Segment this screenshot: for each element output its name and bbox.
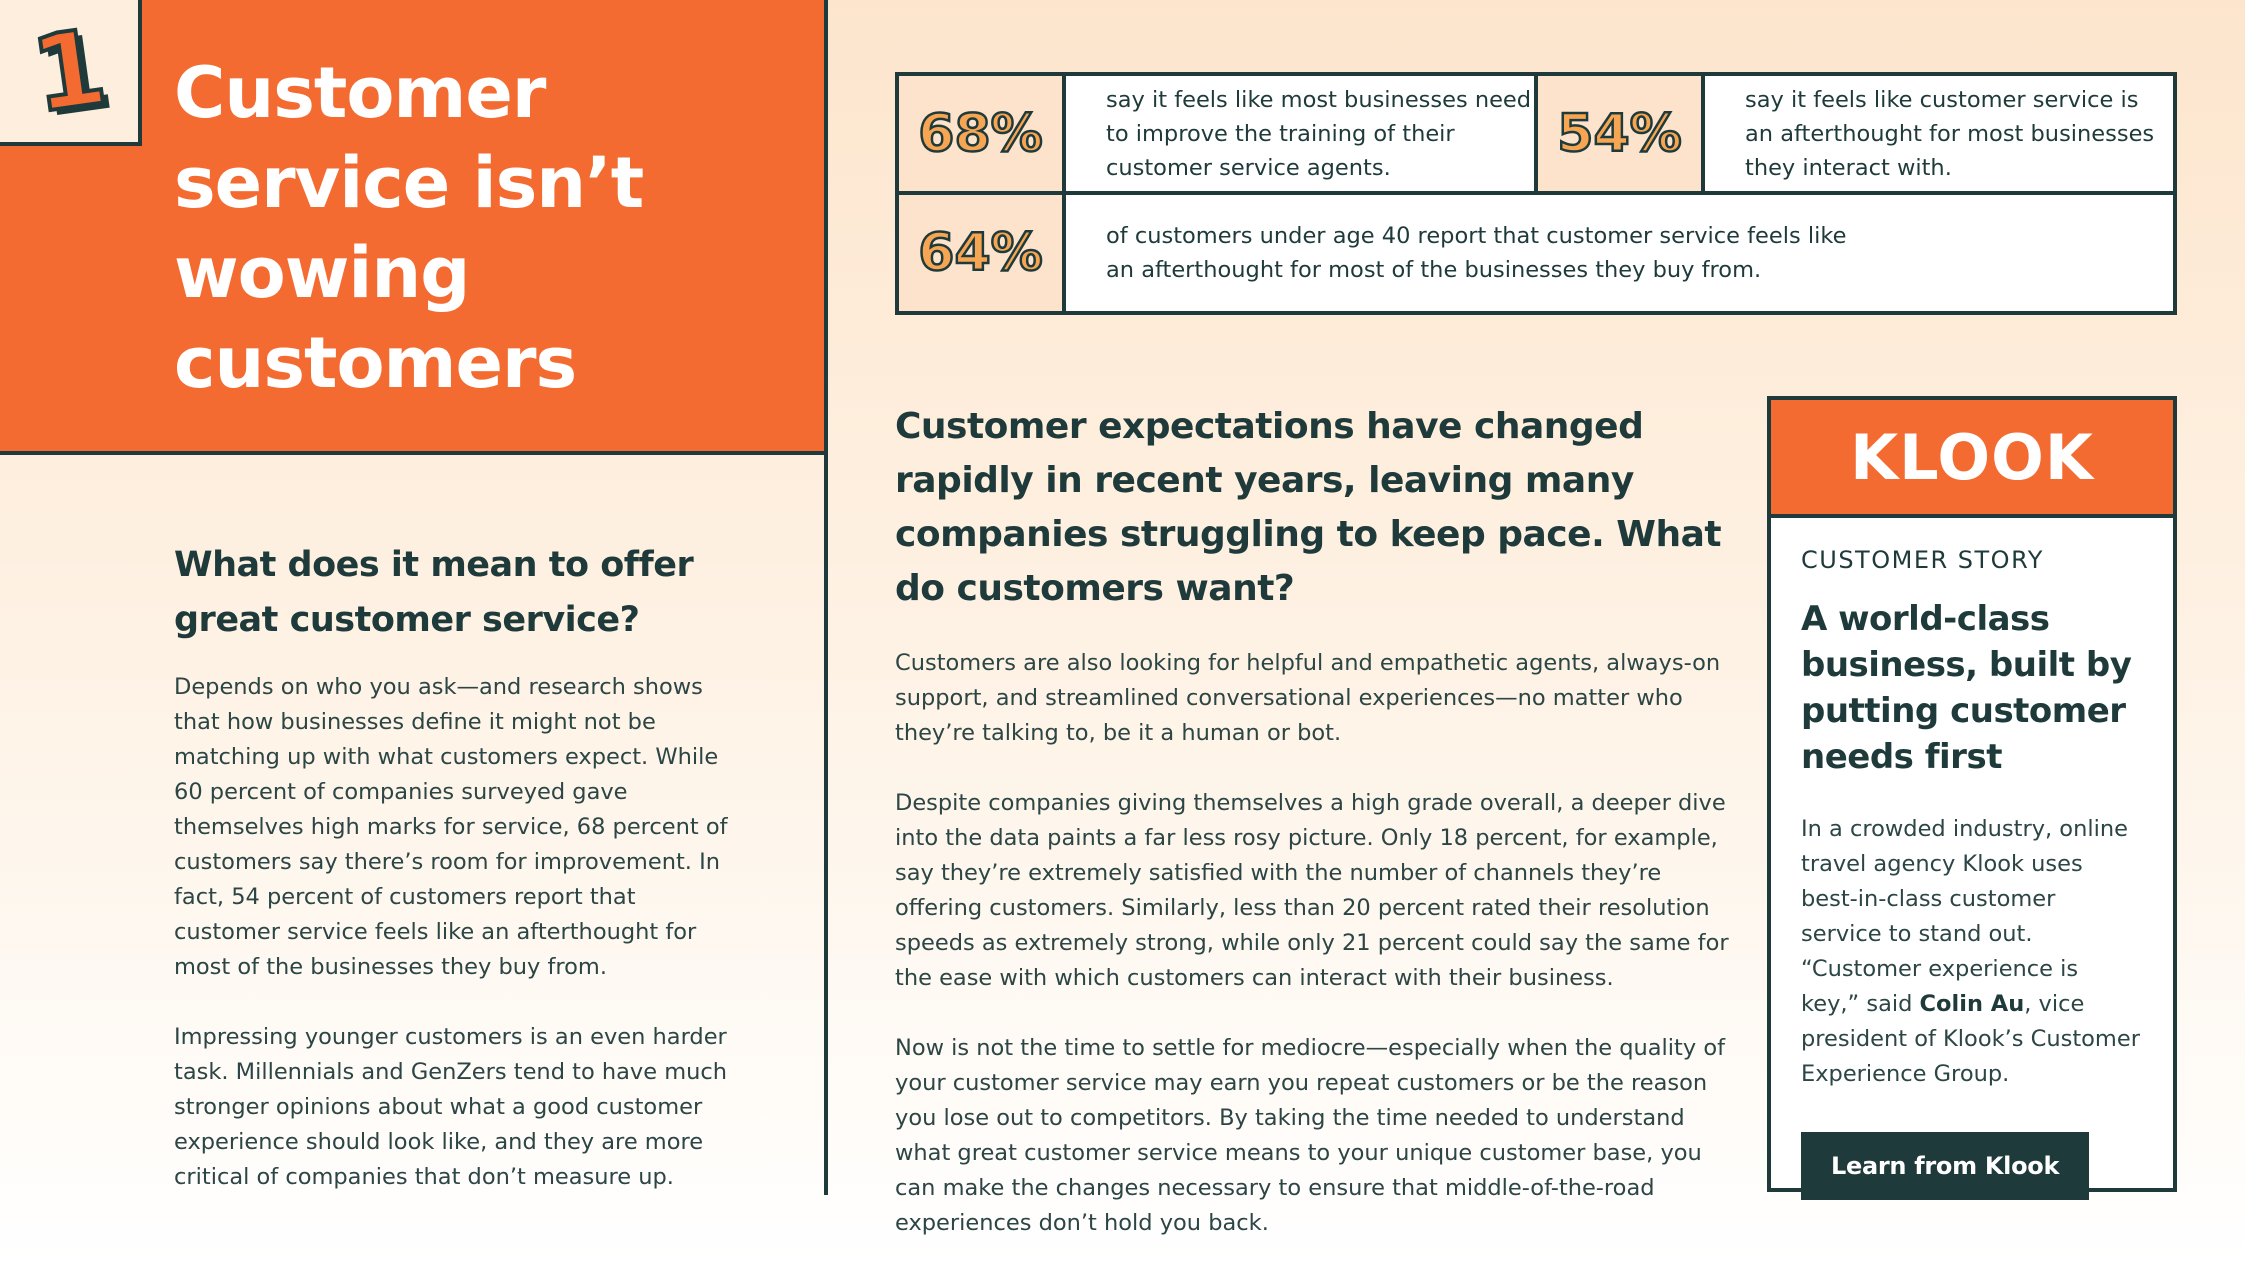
stat-text: say it feels like customer service is an… <box>1745 86 2155 181</box>
card-title: A world-class business, built by putting… <box>1801 599 2132 777</box>
stat-value-cell: 64% <box>899 195 1066 311</box>
stat-text: of customers under age 40 report that cu… <box>1106 223 1847 283</box>
stats-table: 68% say it feels like most businesses ne… <box>895 72 2177 315</box>
card-text: In a crowded industry, online travel age… <box>1801 812 2143 1092</box>
card-label: CUSTOMER STORY <box>1801 546 2044 574</box>
middle-column: Customer expectations have changed rapid… <box>895 400 1735 1241</box>
left-paragraph-1: Depends on who you ask—and research show… <box>174 674 728 980</box>
section-number-badge: 1 <box>0 0 142 146</box>
stat-value: 54% <box>1556 102 1683 165</box>
card-text-after: , vice president of Klook’s Customer Exp… <box>1801 991 2140 1087</box>
customer-story-card: KLOOK CUSTOMER STORY A world-class busin… <box>1767 396 2177 1200</box>
column-divider <box>824 455 828 1195</box>
left-paragraph-2: Impressing younger customers is an even … <box>174 1024 728 1190</box>
klook-logo: KLOOK <box>1850 420 2094 494</box>
middle-paragraph-3: Now is not the time to settle for medioc… <box>895 1035 1726 1236</box>
stat-value: 68% <box>917 102 1044 165</box>
middle-paragraph-2: Despite companies giving themselves a hi… <box>895 790 1729 991</box>
stat-value-cell: 68% <box>899 76 1066 191</box>
left-column: What does it mean to offer great custome… <box>174 538 734 1195</box>
stat-value: 64% <box>917 222 1044 285</box>
stat-text: say it feels like most businesses need t… <box>1066 76 1538 191</box>
card-text-before: In a crowded industry, online travel age… <box>1801 816 2128 1017</box>
page-title: Customer service isn’t wowing customers <box>174 52 644 404</box>
middle-paragraph-1: Customers are also looking for helpful a… <box>895 650 1721 746</box>
section-number: 1 <box>23 4 116 139</box>
card-header: KLOOK <box>1771 400 2173 518</box>
card-quote-name: Colin Au <box>1919 991 2025 1017</box>
lead-heading: Customer expectations have changed rapid… <box>895 406 1722 609</box>
stat-value-cell: 54% <box>1538 76 1705 191</box>
row-divider <box>899 191 2173 195</box>
left-heading: What does it mean to offer great custome… <box>174 545 694 640</box>
learn-from-klook-button[interactable]: Learn from Klook <box>1801 1132 2090 1200</box>
